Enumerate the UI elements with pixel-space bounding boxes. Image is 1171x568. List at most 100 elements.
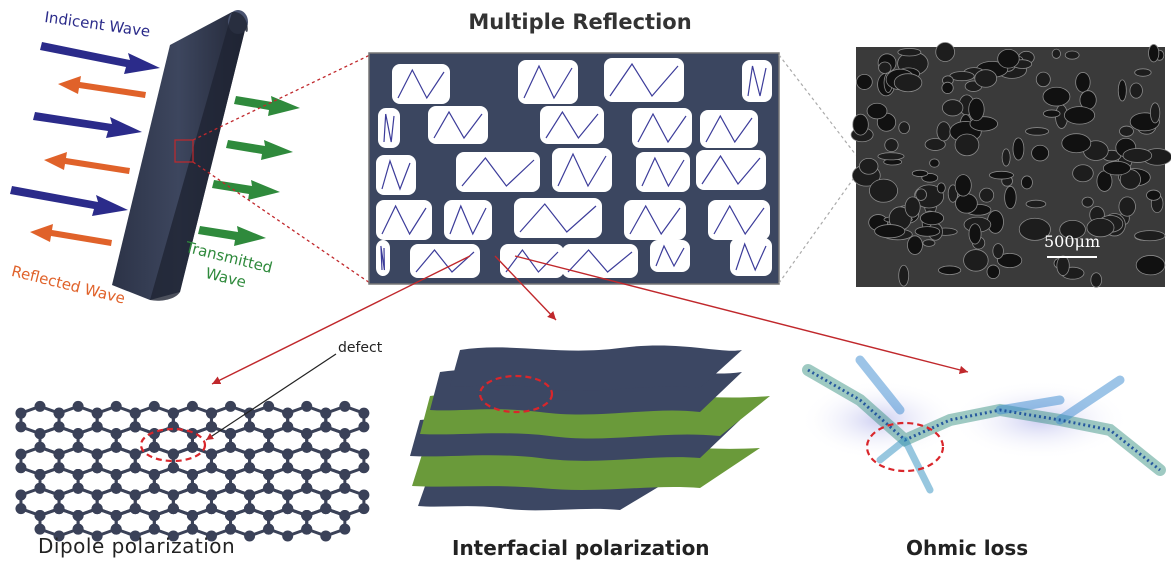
conductive-network xyxy=(800,355,1166,494)
lattice-atom xyxy=(282,448,294,460)
lattice-atom xyxy=(186,400,198,412)
lattice-atom xyxy=(339,509,351,521)
lattice-atom xyxy=(263,400,275,412)
reflection-path xyxy=(735,242,767,272)
lattice-atom xyxy=(225,400,237,412)
graphene-lattice xyxy=(15,400,370,542)
foam-pore xyxy=(742,60,772,102)
lattice-atom xyxy=(320,530,332,542)
sem-pore xyxy=(1150,102,1161,124)
reflected-wave-arrows xyxy=(30,76,146,246)
lattice-atom xyxy=(110,509,122,521)
lattice-atom xyxy=(244,462,256,474)
sem-pore xyxy=(856,73,873,90)
lattice-atom xyxy=(339,469,351,481)
reflection-path xyxy=(713,204,765,236)
lattice-atom xyxy=(358,407,370,419)
sem-pore xyxy=(858,157,879,175)
lattice-atom xyxy=(186,441,198,453)
lattice-atom xyxy=(205,489,217,501)
reflection-path xyxy=(705,114,753,144)
sem-pore xyxy=(938,265,962,275)
lattice-atom xyxy=(34,428,46,440)
sem-pore xyxy=(924,138,946,151)
sem-pore xyxy=(869,178,899,203)
lattice-atom xyxy=(110,469,122,481)
reflection-path xyxy=(381,204,427,236)
sem-pore xyxy=(968,223,982,245)
foam-pore xyxy=(456,152,540,192)
sem-micrograph xyxy=(850,42,1171,288)
foam-structure-panel xyxy=(368,52,780,285)
foam-pore xyxy=(540,106,604,144)
lattice-atom xyxy=(72,441,84,453)
sem-pore xyxy=(1056,255,1070,276)
sem-pore xyxy=(974,69,998,88)
reflection-path xyxy=(380,245,385,271)
lattice-atom xyxy=(167,421,179,433)
sem-pore xyxy=(922,239,936,247)
lattice-atom xyxy=(72,482,84,494)
lattice-atom xyxy=(72,428,84,440)
foam-pore xyxy=(392,64,450,104)
foam-pore xyxy=(562,244,638,278)
lattice-atom xyxy=(301,428,313,440)
lattice-atom xyxy=(301,509,313,521)
lattice-atom xyxy=(148,469,160,481)
foam-pore xyxy=(514,198,602,238)
sem-pore xyxy=(968,97,985,122)
lattice-atom xyxy=(263,509,275,521)
reflection-path xyxy=(747,65,767,97)
sem-pore xyxy=(1117,79,1127,102)
sem-pore xyxy=(935,42,955,62)
lattice-atom xyxy=(34,523,46,535)
sem-pore xyxy=(988,170,1014,180)
foam-pore xyxy=(428,106,488,144)
sem-pore xyxy=(1001,148,1011,167)
reflection-path xyxy=(701,154,761,186)
lattice-atom xyxy=(320,462,332,474)
lattice-atom xyxy=(15,421,27,433)
reflection-path xyxy=(629,204,681,236)
sem-pore xyxy=(941,81,954,94)
lattice-atom xyxy=(129,530,141,542)
lattice-atom xyxy=(15,407,27,419)
sem-pore xyxy=(874,224,906,239)
lattice-atom xyxy=(129,421,141,433)
reflection-path xyxy=(655,244,685,268)
lattice-atom xyxy=(358,503,370,515)
zoom-connector-top xyxy=(192,54,371,141)
sem-pore xyxy=(936,121,951,142)
lattice-atom xyxy=(244,489,256,501)
lattice-atom xyxy=(339,428,351,440)
sem-pore xyxy=(1021,175,1033,190)
lattice-atom xyxy=(263,428,275,440)
sem-pore xyxy=(1063,106,1096,125)
reflection-path xyxy=(415,249,475,273)
lattice-atom xyxy=(282,462,294,474)
sem-pore xyxy=(907,235,923,255)
lattice-atom xyxy=(205,407,217,419)
figure-title: Multiple Reflection xyxy=(468,10,692,34)
ohmic-circle xyxy=(865,421,945,473)
sem-pore xyxy=(1146,189,1161,201)
sem-pore xyxy=(1025,127,1050,136)
reflection-path xyxy=(641,156,685,188)
reflection-path xyxy=(519,203,597,233)
lattice-atom xyxy=(244,503,256,515)
lattice-atom xyxy=(282,503,294,515)
sem-pore xyxy=(1129,82,1143,99)
sem-pore xyxy=(955,193,978,214)
lattice-atom xyxy=(167,462,179,474)
lattice-atom xyxy=(91,530,103,542)
lattice-atom xyxy=(186,509,198,521)
lattice-atom xyxy=(167,407,179,419)
lattice-atom xyxy=(358,421,370,433)
sem-pore xyxy=(1018,217,1051,241)
mechanism-pointers xyxy=(211,255,969,385)
sem-pore xyxy=(929,158,940,168)
sem-pore xyxy=(884,138,899,153)
lattice-atom xyxy=(53,462,65,474)
scale-bar-label: 500μm xyxy=(1044,232,1101,251)
foam-pore xyxy=(708,200,770,240)
